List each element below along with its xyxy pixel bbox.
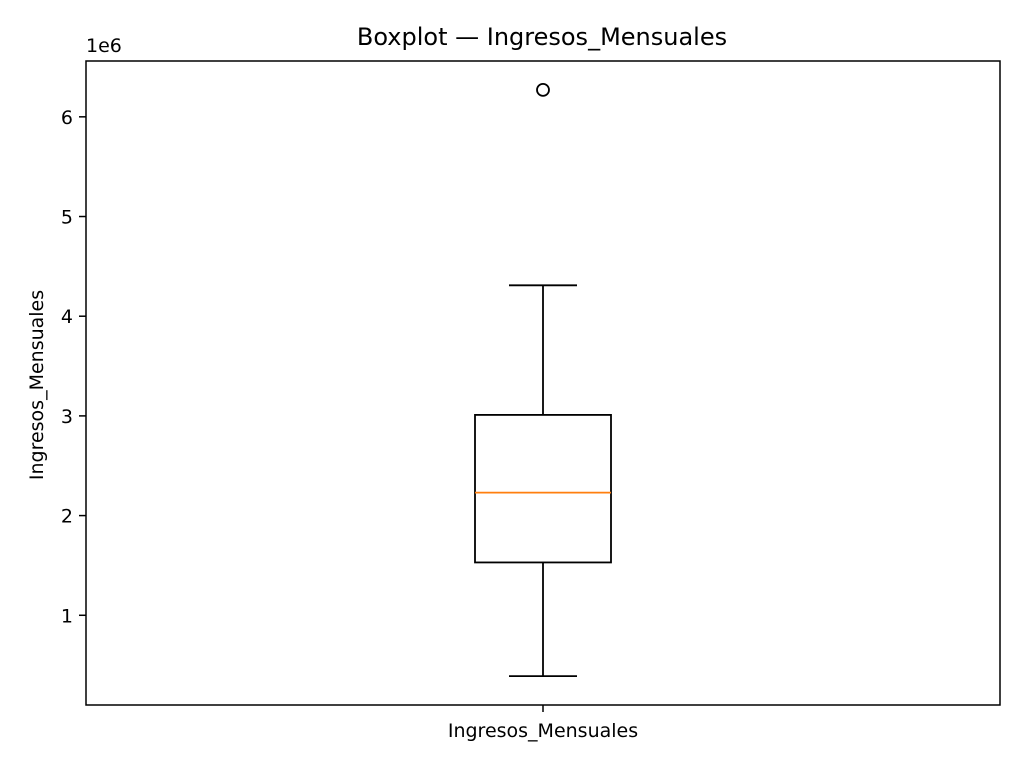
- y-axis-ticks: 1 2 3 4 5 6: [61, 107, 86, 627]
- y-tick-label: 5: [61, 207, 73, 229]
- y-tick-label: 6: [61, 107, 73, 129]
- y-tick-label: 1: [61, 605, 73, 627]
- y-tick-label: 4: [61, 306, 73, 328]
- outlier-point: [536, 83, 550, 97]
- y-axis-scale-exponent: 1e6: [86, 35, 122, 57]
- y-axis-label: Ingresos_Mensuales: [26, 290, 48, 480]
- y-tick-label: 3: [61, 406, 73, 428]
- x-tick-label: Ingresos_Mensuales: [448, 720, 638, 742]
- box-plot-layer: [474, 83, 612, 677]
- x-axis-ticks: Ingresos_Mensuales: [448, 705, 638, 742]
- y-tick-label: 2: [61, 506, 73, 528]
- iqr-box: [474, 414, 612, 564]
- chart-title: Boxplot — Ingresos_Mensuales: [357, 23, 727, 51]
